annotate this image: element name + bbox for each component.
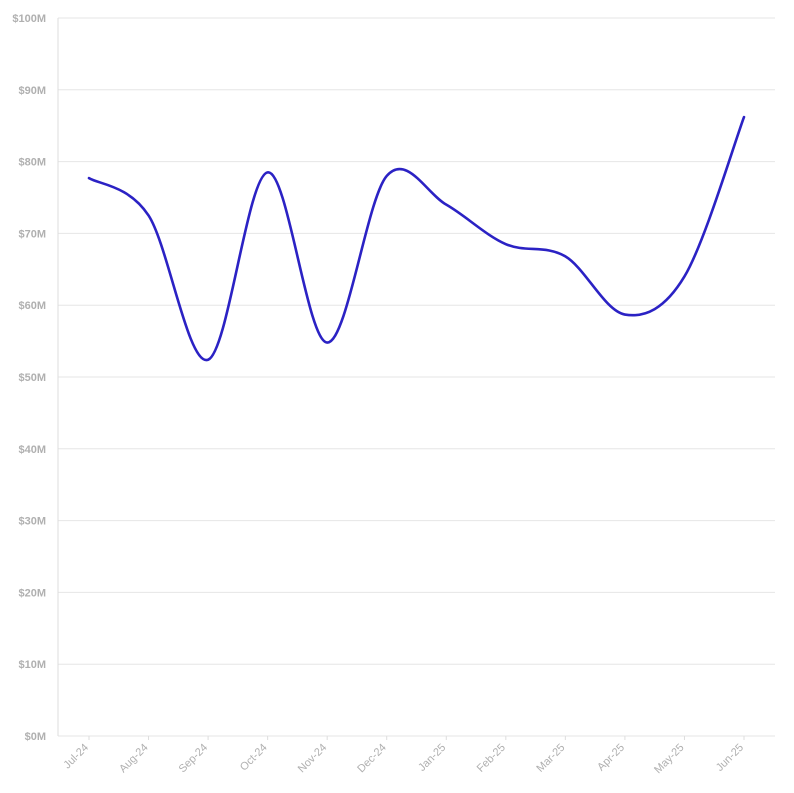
y-axis-ticks: $0M $10M $20M $30M $40M $50M $60M $70M $80M $90M $… <box>12 13 46 743</box>
x-axis-ticks: Jul-24 Aug-24 Sep-24 Oct-24 Nov-24 Dec-24 Jan-… <box>61 736 746 776</box>
x-tick-label: Jul-24 <box>61 742 91 772</box>
y-tick-label: $80M <box>18 157 46 169</box>
x-tick-label: Oct-24 <box>238 742 270 774</box>
y-tick-label: $70M <box>18 228 46 240</box>
y-tick-label: $100M <box>12 13 46 25</box>
gridlines <box>58 17 775 737</box>
x-tick-label: Nov-24 <box>296 742 330 776</box>
x-tick-label: Feb-25 <box>475 742 508 775</box>
x-tick-label: Jan-25 <box>416 742 448 774</box>
x-tick-label: Mar-25 <box>534 742 567 775</box>
y-tick-label: $10M <box>18 659 46 671</box>
x-tick-label: Jun-25 <box>714 742 746 774</box>
y-tick-label: $40M <box>18 444 46 456</box>
y-tick-label: $50M <box>18 372 46 384</box>
x-tick-label: Aug-24 <box>117 742 151 776</box>
y-tick-label: $60M <box>18 300 46 312</box>
x-tick-label: Apr-25 <box>595 742 627 774</box>
x-tick-label: May-25 <box>652 742 686 776</box>
y-tick-label: $0M <box>25 731 46 743</box>
x-tick-label: Dec-24 <box>355 742 389 776</box>
series-line <box>87 115 746 362</box>
x-tick-label: Sep-24 <box>177 742 211 776</box>
y-tick-label: $30M <box>18 516 46 528</box>
y-tick-label: $90M <box>18 85 46 97</box>
y-tick-label: $20M <box>18 587 46 599</box>
